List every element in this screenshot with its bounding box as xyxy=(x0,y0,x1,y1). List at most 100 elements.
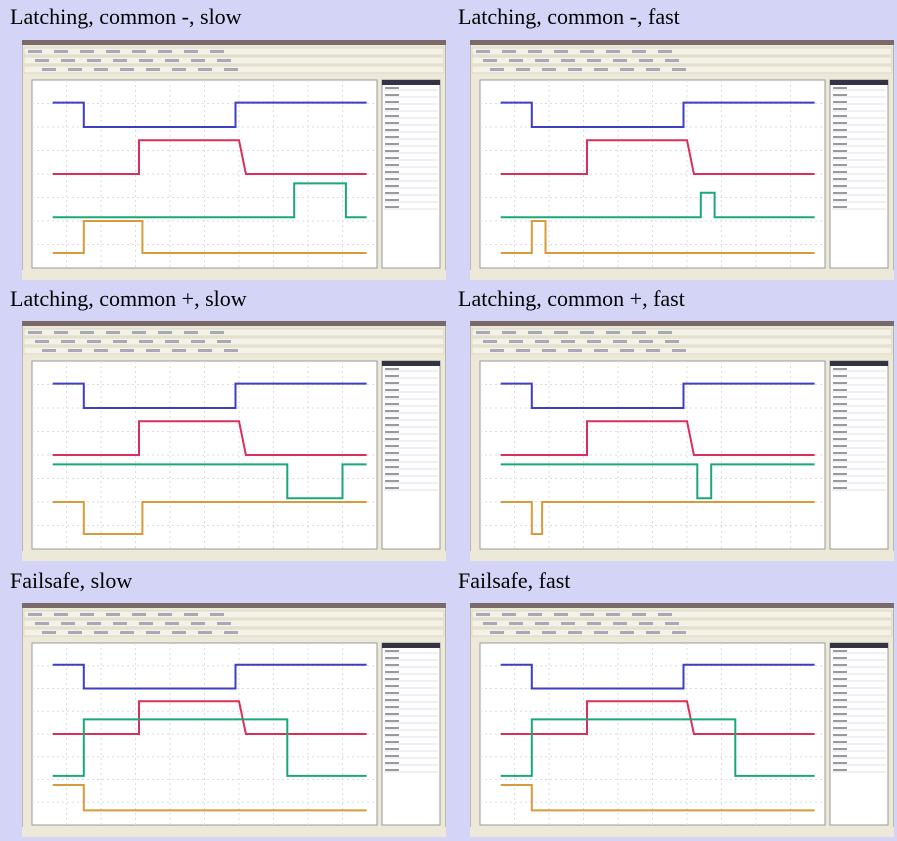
side-text xyxy=(833,178,847,180)
side-text xyxy=(385,368,399,370)
side-text xyxy=(385,678,399,680)
side-text xyxy=(833,727,847,729)
side-text xyxy=(385,706,399,708)
toolbar-item xyxy=(132,50,146,53)
side-text xyxy=(385,206,399,208)
toolbar-item xyxy=(217,622,231,625)
side-text xyxy=(385,136,399,138)
side-text xyxy=(385,664,399,666)
toolbar-item xyxy=(502,613,516,616)
side-text xyxy=(833,452,847,454)
side-text xyxy=(385,150,399,152)
side-text xyxy=(833,101,847,103)
side-text xyxy=(833,699,847,701)
side-text xyxy=(833,678,847,680)
side-text xyxy=(385,445,399,447)
toolbar-item xyxy=(587,340,601,343)
title-bar xyxy=(470,40,894,45)
side-text xyxy=(385,699,399,701)
toolbar-item xyxy=(646,349,660,352)
page: Latching, common -, slowLatching, common… xyxy=(0,0,897,841)
side-text xyxy=(385,410,399,412)
side-text xyxy=(833,424,847,426)
side-text xyxy=(385,657,399,659)
side-text xyxy=(833,143,847,145)
toolbar-item xyxy=(106,50,120,53)
toolbar-item xyxy=(580,331,594,334)
toolbar-item xyxy=(554,613,568,616)
side-text xyxy=(833,692,847,694)
side-text xyxy=(385,685,399,687)
panel-title: Failsafe, slow xyxy=(10,568,132,594)
toolbar-item xyxy=(210,613,224,616)
side-text xyxy=(385,101,399,103)
toolbar-item xyxy=(483,340,497,343)
side-text xyxy=(833,150,847,152)
toolbar-item xyxy=(210,50,224,53)
toolbar-item xyxy=(198,68,212,71)
toolbar-item xyxy=(68,349,82,352)
toolbar-item xyxy=(568,349,582,352)
side-text xyxy=(833,459,847,461)
side-text xyxy=(385,87,399,89)
side-text xyxy=(833,487,847,489)
toolbar-item xyxy=(68,631,82,634)
side-text xyxy=(833,389,847,391)
side-text xyxy=(833,129,847,131)
screenshot xyxy=(470,603,894,837)
side-text xyxy=(385,727,399,729)
side-text xyxy=(385,375,399,377)
side-text xyxy=(833,741,847,743)
toolbar-item xyxy=(580,613,594,616)
toolbar-item xyxy=(113,59,127,62)
panel-title: Latching, common -, fast xyxy=(458,4,680,30)
toolbar-item xyxy=(646,68,660,71)
side-text xyxy=(385,713,399,715)
toolbar-item xyxy=(165,340,179,343)
side-text xyxy=(385,692,399,694)
side-text xyxy=(833,755,847,757)
toolbar-item xyxy=(113,340,127,343)
toolbar-item xyxy=(620,349,634,352)
side-header xyxy=(830,80,888,85)
toolbar-item xyxy=(132,613,146,616)
toolbar-item xyxy=(80,50,94,53)
side-text xyxy=(833,185,847,187)
side-text xyxy=(833,445,847,447)
toolbar-item xyxy=(535,59,549,62)
toolbar-item xyxy=(646,631,660,634)
side-text xyxy=(833,466,847,468)
toolbar-item xyxy=(490,68,504,71)
toolbar-item xyxy=(191,622,205,625)
side-text xyxy=(385,122,399,124)
side-text xyxy=(833,438,847,440)
side-text xyxy=(833,431,847,433)
toolbar-item xyxy=(217,59,231,62)
toolbar-item xyxy=(172,68,186,71)
toolbar-item xyxy=(665,622,679,625)
status-bar xyxy=(470,551,894,561)
side-text xyxy=(833,192,847,194)
side-text xyxy=(833,473,847,475)
side-text xyxy=(833,368,847,370)
toolbar-item xyxy=(80,613,94,616)
side-text xyxy=(385,487,399,489)
side-text xyxy=(833,417,847,419)
toolbar-item xyxy=(198,349,212,352)
status-bar xyxy=(22,827,446,837)
toolbar-item xyxy=(568,68,582,71)
side-header xyxy=(830,643,888,648)
toolbar-item xyxy=(535,622,549,625)
toolbar-item xyxy=(184,331,198,334)
side-text xyxy=(385,178,399,180)
toolbar-item xyxy=(587,59,601,62)
toolbar-item xyxy=(561,622,575,625)
toolbar-item xyxy=(184,613,198,616)
side-text xyxy=(385,403,399,405)
side-text xyxy=(833,664,847,666)
side-text xyxy=(833,410,847,412)
toolbar-item xyxy=(61,340,75,343)
status-bar xyxy=(470,827,894,837)
toolbar-item xyxy=(632,331,646,334)
side-text xyxy=(385,762,399,764)
